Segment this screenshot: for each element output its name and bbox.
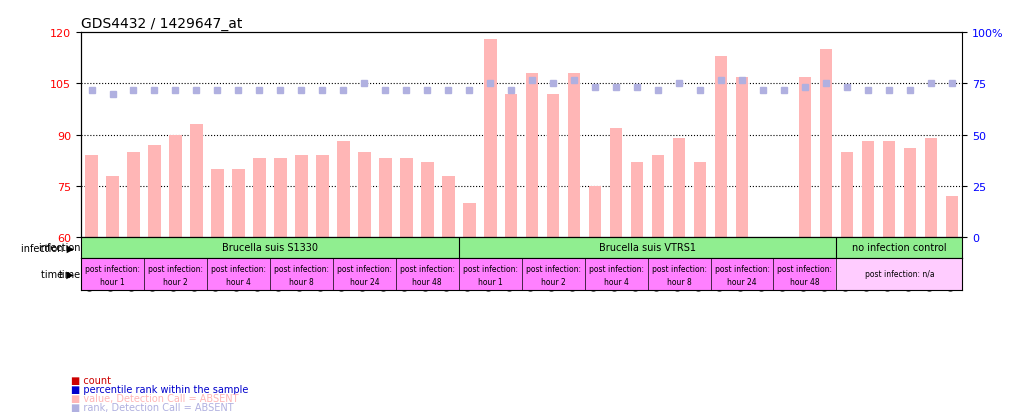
Bar	[81, 258, 144, 290]
Bar	[207, 258, 269, 290]
Text: GDS4432 / 1429647_at: GDS4432 / 1429647_at	[81, 17, 242, 31]
Bar	[379, 159, 392, 237]
Bar	[148, 145, 161, 237]
Text: Brucella suis VTRS1: Brucella suis VTRS1	[599, 243, 696, 253]
Bar	[358, 152, 371, 237]
Bar	[190, 125, 203, 237]
Bar	[774, 258, 837, 290]
Bar	[925, 139, 937, 237]
Text: post infection: n/a: post infection: n/a	[864, 269, 934, 278]
Text: post infection:: post infection:	[211, 265, 266, 274]
Bar	[651, 156, 665, 237]
Bar	[232, 169, 245, 237]
Text: hour 24: hour 24	[349, 278, 379, 287]
Bar	[269, 258, 333, 290]
Bar	[862, 142, 874, 237]
Text: post infection:: post infection:	[589, 265, 643, 274]
Text: hour 48: hour 48	[412, 278, 442, 287]
Text: hour 1: hour 1	[100, 278, 125, 287]
Bar	[295, 156, 308, 237]
Bar	[128, 152, 140, 237]
Text: hour 48: hour 48	[790, 278, 820, 287]
Bar	[463, 203, 475, 237]
Text: infection: infection	[38, 243, 81, 253]
Bar	[547, 94, 559, 237]
Bar	[837, 258, 962, 290]
Text: post infection:: post infection:	[148, 265, 203, 274]
Bar	[316, 156, 328, 237]
Text: post infection:: post infection:	[526, 265, 580, 274]
Bar	[945, 197, 958, 237]
Text: ■ value, Detection Call = ABSENT: ■ value, Detection Call = ABSENT	[71, 393, 238, 403]
Bar	[757, 237, 769, 292]
Text: time: time	[59, 269, 81, 279]
Bar	[106, 176, 119, 237]
Text: hour 4: hour 4	[604, 278, 628, 287]
Text: ■ percentile rank within the sample: ■ percentile rank within the sample	[71, 384, 248, 394]
Bar	[169, 135, 181, 237]
Bar	[522, 258, 585, 290]
Bar	[610, 128, 622, 237]
Text: hour 4: hour 4	[226, 278, 251, 287]
Text: post infection:: post infection:	[651, 265, 707, 274]
Bar	[253, 159, 265, 237]
Text: hour 8: hour 8	[289, 278, 314, 287]
Bar	[459, 258, 522, 290]
Bar	[442, 176, 455, 237]
Bar	[694, 162, 706, 237]
Bar	[459, 237, 837, 258]
Text: ■ rank, Detection Call = ABSENT: ■ rank, Detection Call = ABSENT	[71, 402, 234, 412]
Bar	[673, 139, 686, 237]
Text: Brucella suis S1330: Brucella suis S1330	[222, 243, 318, 253]
Bar	[904, 149, 916, 237]
Text: hour 8: hour 8	[667, 278, 692, 287]
Bar	[81, 237, 459, 258]
Text: post infection:: post infection:	[400, 265, 455, 274]
Bar	[396, 258, 459, 290]
Text: hour 2: hour 2	[163, 278, 187, 287]
Bar	[504, 94, 518, 237]
Bar	[715, 57, 727, 237]
Bar	[735, 77, 749, 237]
Text: infection ▶: infection ▶	[21, 243, 74, 253]
Text: post infection:: post infection:	[714, 265, 770, 274]
Bar	[778, 237, 790, 292]
Bar	[144, 258, 207, 290]
Text: hour 1: hour 1	[478, 278, 502, 287]
Bar	[882, 142, 895, 237]
Text: post infection:: post infection:	[336, 265, 392, 274]
Bar	[337, 142, 349, 237]
Bar	[421, 162, 434, 237]
Text: post infection:: post infection:	[463, 265, 518, 274]
Bar	[85, 156, 98, 237]
Bar	[631, 162, 643, 237]
Text: post infection:: post infection:	[274, 265, 329, 274]
Bar	[798, 77, 811, 237]
Bar	[568, 74, 580, 237]
Text: post infection:: post infection:	[85, 265, 140, 274]
Bar	[837, 237, 962, 258]
Text: hour 2: hour 2	[541, 278, 565, 287]
Text: time ▶: time ▶	[42, 269, 74, 279]
Bar	[400, 159, 412, 237]
Bar	[841, 152, 853, 237]
Bar	[211, 169, 224, 237]
Bar	[333, 258, 396, 290]
Text: ■ count: ■ count	[71, 375, 110, 385]
Bar	[820, 50, 833, 237]
Bar	[526, 74, 539, 237]
Text: no infection control: no infection control	[852, 243, 947, 253]
Bar	[589, 186, 602, 237]
Text: post infection:: post infection:	[777, 265, 833, 274]
Bar	[275, 159, 287, 237]
Bar	[710, 258, 774, 290]
Text: hour 24: hour 24	[727, 278, 757, 287]
Bar	[585, 258, 647, 290]
Bar	[647, 258, 710, 290]
Bar	[484, 40, 496, 237]
